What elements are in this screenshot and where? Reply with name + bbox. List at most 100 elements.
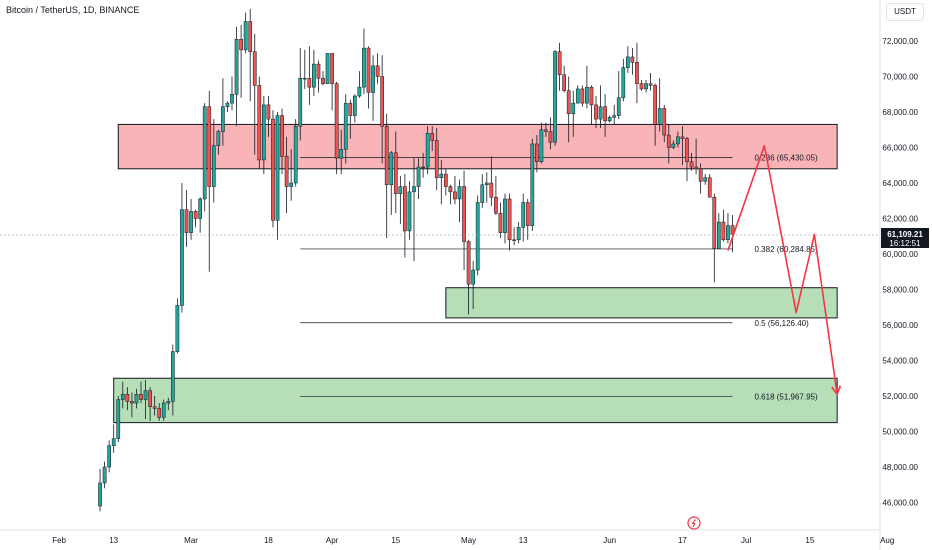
- candle-body-137: [721, 221, 726, 241]
- y-tick-label: 52,000.00: [882, 392, 918, 401]
- candle-body-32: [243, 21, 248, 51]
- candle-body-139: [730, 225, 735, 235]
- candle-body-67: [403, 186, 407, 232]
- x-tick-label: 15: [805, 536, 814, 545]
- candle-body-125: [666, 134, 671, 148]
- x-tick-label: 13: [109, 536, 118, 545]
- candle-body-50: [325, 53, 330, 84]
- candle-body-122: [653, 85, 657, 125]
- support-zone-2: [113, 377, 838, 424]
- candle-body-97: [539, 129, 544, 162]
- candle-body-49: [321, 78, 325, 84]
- candle-body-76: [444, 173, 448, 187]
- candle-body-83: [475, 202, 480, 271]
- candle-body-58: [362, 47, 366, 88]
- candle-body-71: [421, 166, 425, 169]
- currency-unit-button[interactable]: USDT: [886, 3, 924, 21]
- y-tick-label: 62,000.00: [882, 215, 918, 224]
- x-tick-label: Jun: [603, 536, 616, 545]
- resistance-zone-0: [117, 123, 838, 170]
- candle-body-3: [111, 438, 116, 446]
- candle-body-90: [507, 198, 512, 241]
- candle-body-104: [571, 102, 576, 115]
- candle-body-65: [393, 152, 398, 194]
- candle-body-24: [207, 106, 212, 187]
- candle-body-132: [698, 168, 703, 182]
- projection-arrowhead: [831, 385, 842, 396]
- candle-body-19: [184, 209, 189, 233]
- candle-body-138: [726, 225, 730, 241]
- candle-body-111: [603, 106, 607, 122]
- x-tick-label: May: [461, 536, 476, 545]
- candle-body-82: [471, 269, 475, 285]
- candle-body-8: [134, 393, 139, 404]
- support-zone-1: [445, 287, 838, 319]
- candle-body-46: [307, 78, 312, 88]
- fib-layer: 0.236 (65,430.05) 0.382 (60,284.85) 0.5 (5…: [300, 154, 818, 402]
- candle-body-121: [648, 83, 653, 86]
- y-tick-label: 60,000.00: [882, 250, 918, 259]
- candle-body-69: [412, 186, 416, 193]
- candle-body-114: [616, 97, 621, 116]
- y-tick-label: 58,000.00: [882, 286, 918, 295]
- candle-body-25: [211, 145, 216, 187]
- x-tick-label: 13: [519, 536, 528, 545]
- candle-body-45: [302, 78, 307, 80]
- candle-body-117: [630, 56, 635, 63]
- symbol-title[interactable]: Bitcoin / TetherUS, 1D, BINANCE: [6, 5, 140, 15]
- candle-body-39: [275, 115, 280, 221]
- candle-body-56: [353, 95, 357, 116]
- candle-body-35: [257, 85, 262, 161]
- fib-label-3: 0.618 (51,967.95): [755, 393, 818, 402]
- x-tick-label: Mar: [184, 536, 198, 545]
- candle-body-113: [612, 115, 617, 118]
- candle-body-60: [371, 65, 375, 93]
- candle-body-86: [489, 182, 494, 198]
- candle-body-133: [703, 177, 708, 182]
- candle-body-131: [694, 166, 698, 170]
- candle-body-107: [585, 86, 589, 104]
- candle-body-120: [644, 83, 648, 90]
- candle-body-31: [239, 38, 243, 51]
- candle-body-11: [148, 390, 152, 407]
- candle-body-36: [262, 104, 266, 161]
- price-tag-bg: [881, 228, 929, 248]
- candle-body-68: [407, 191, 412, 232]
- candle-body-28: [225, 102, 230, 107]
- x-tick-label: 15: [391, 536, 400, 545]
- candle-body-78: [453, 191, 457, 200]
- candle-body-89: [503, 198, 507, 233]
- candle-body-75: [439, 173, 444, 178]
- candle-body-4: [116, 399, 121, 439]
- logo-icon[interactable]: [687, 516, 701, 530]
- candle-body-14: [161, 402, 166, 418]
- candle-body-2: [107, 445, 112, 468]
- candle-body-110: [598, 106, 603, 120]
- candle-body-72: [425, 133, 430, 168]
- candle-body-54: [343, 102, 348, 150]
- candle-body-124: [662, 108, 667, 136]
- candle-body-33: [248, 21, 253, 52]
- candle-body-10: [143, 390, 148, 400]
- x-tick-label: Jul: [741, 536, 751, 545]
- candle-body-74: [434, 140, 439, 178]
- price-tag-countdown: 16:12:51: [889, 239, 921, 248]
- price-axis[interactable]: 72,000.00 70,000.00 68,000.00 66,000.00 64,0…: [882, 37, 918, 508]
- time-axis[interactable]: Feb 13 Mar 18 Apr 15 May 13 Jun 17 Jul 15 Aug: [52, 536, 894, 545]
- candle-body-64: [389, 152, 394, 186]
- candle-body-73: [430, 133, 435, 141]
- candle-body-20: [189, 211, 193, 233]
- candle-body-91: [512, 239, 516, 241]
- candle-body-70: [416, 166, 421, 187]
- y-tick-label: 48,000.00: [882, 463, 918, 472]
- candle-body-61: [375, 65, 380, 77]
- candle-body-41: [284, 156, 289, 187]
- candle-body-136: [717, 221, 721, 249]
- x-tick-label: 18: [264, 536, 273, 545]
- candle-body-100: [553, 51, 557, 143]
- candle-body-30: [234, 38, 239, 95]
- candle-body-48: [316, 63, 321, 79]
- candle-body-55: [348, 102, 353, 116]
